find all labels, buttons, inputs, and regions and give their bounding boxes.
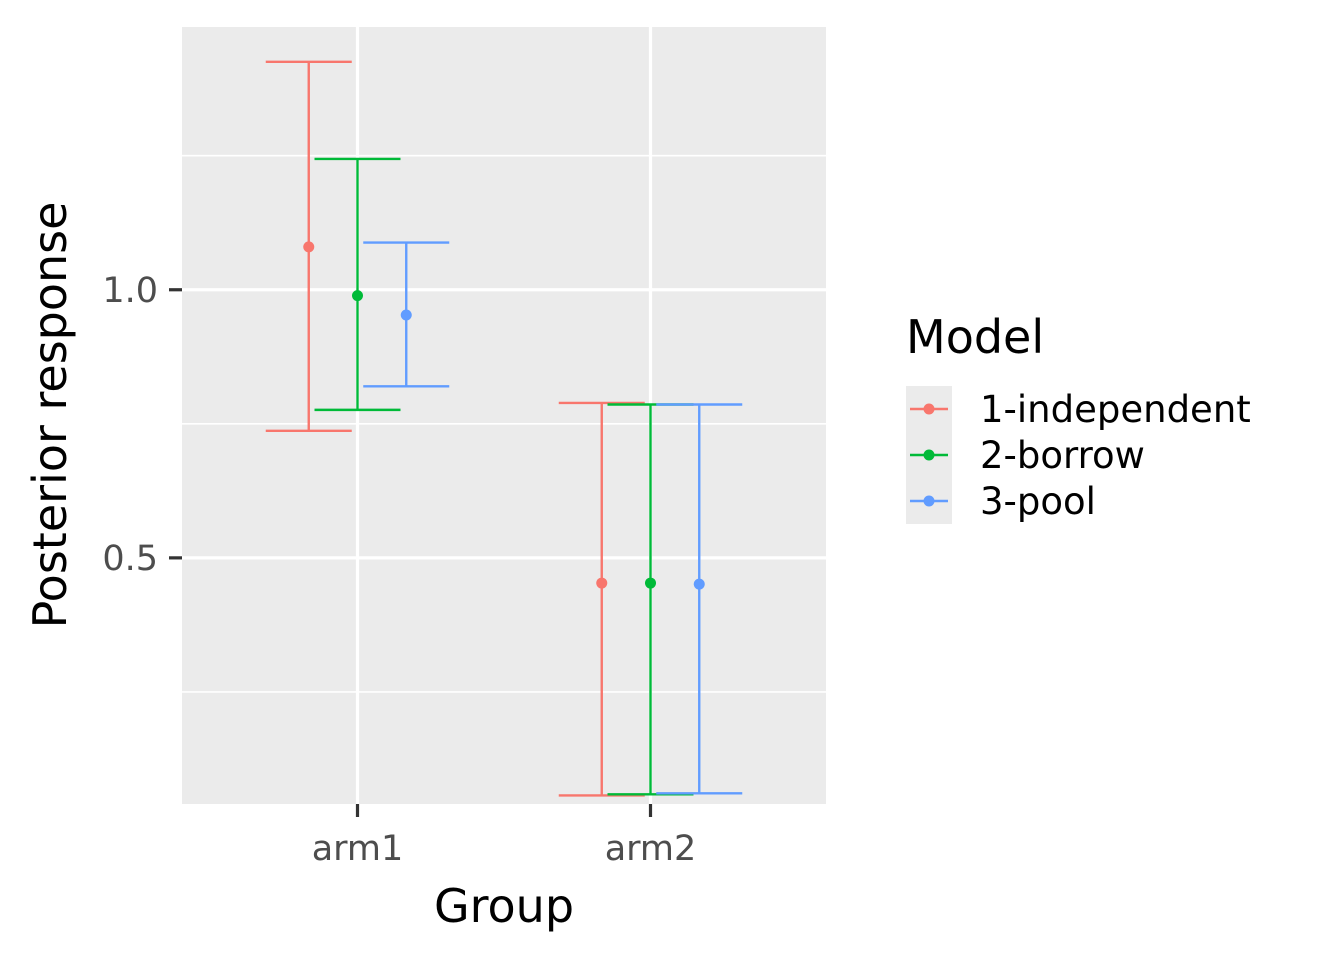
y-axis: 0.5 1.0 xyxy=(102,271,182,579)
x-tick-label: arm1 xyxy=(312,829,404,869)
y-tick-label: 0.5 xyxy=(102,539,158,579)
legend-title: Model xyxy=(906,310,1044,364)
data-point xyxy=(352,290,363,302)
series-layer xyxy=(265,60,743,797)
data-point xyxy=(693,578,705,590)
data-point xyxy=(596,577,608,589)
legend-label: 2-borrow xyxy=(980,434,1145,477)
legend-item: 1-independent xyxy=(910,388,1251,431)
x-axis: arm1 arm2 xyxy=(312,804,697,869)
data-point xyxy=(303,241,315,253)
data-point xyxy=(400,309,412,321)
y-tick-label: 1.0 xyxy=(102,271,158,311)
legend-key-point xyxy=(923,403,935,415)
series-3-pool xyxy=(363,241,743,795)
legend-item: 2-borrow xyxy=(910,434,1145,477)
x-tick-label: arm2 xyxy=(605,829,697,869)
legend-key-point xyxy=(923,449,935,461)
plot-panel xyxy=(182,27,826,804)
legend-label: 3-pool xyxy=(980,480,1096,523)
legend-key-point xyxy=(923,495,935,507)
series-1-independent xyxy=(265,60,645,797)
legend-label: 1-independent xyxy=(980,388,1251,431)
y-axis-title: Posterior response xyxy=(23,202,77,629)
legend-item: 3-pool xyxy=(910,480,1096,523)
data-point xyxy=(645,577,656,589)
grid-minor xyxy=(182,154,826,693)
x-axis-title: Group xyxy=(434,879,574,933)
